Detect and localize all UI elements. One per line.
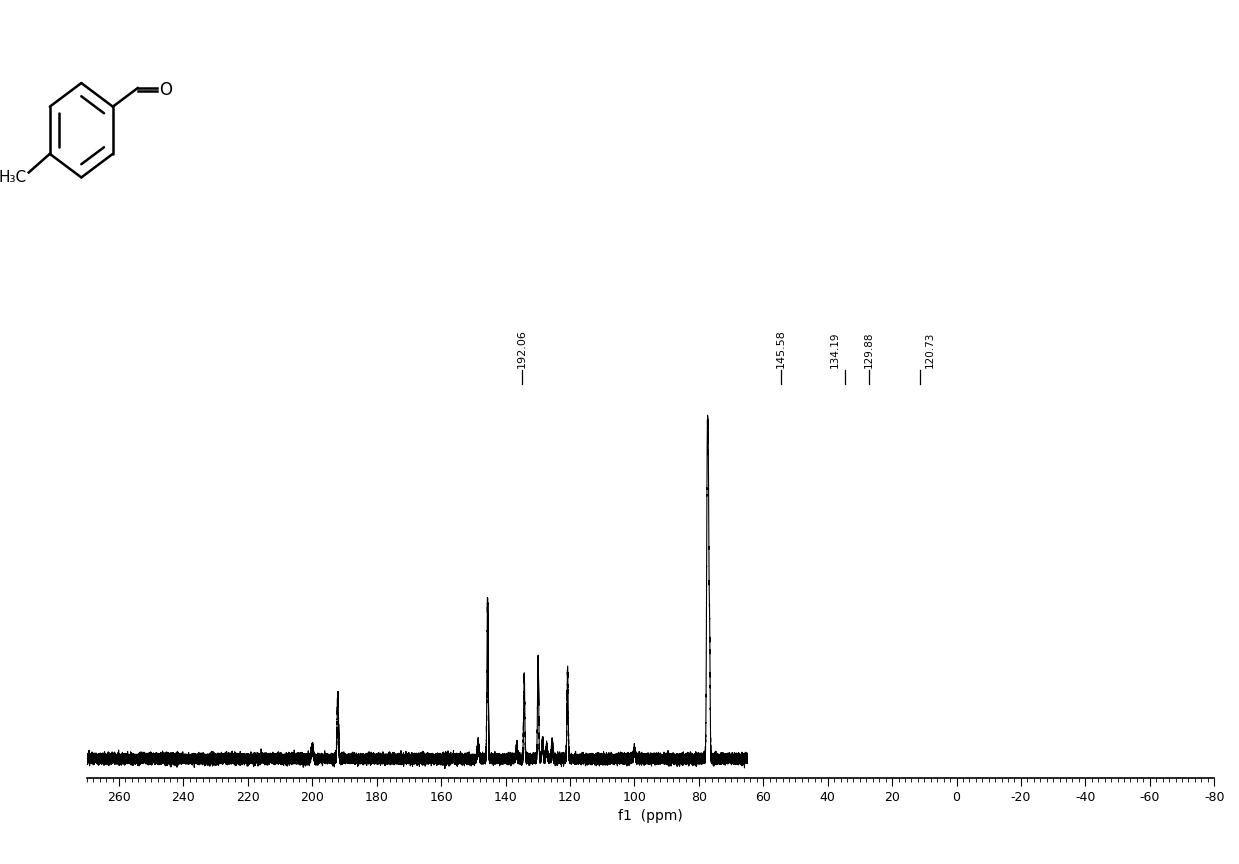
- Text: 120.73: 120.73: [924, 332, 934, 368]
- Text: 192.06: 192.06: [517, 329, 527, 368]
- Text: O: O: [159, 80, 172, 98]
- Text: 134.19: 134.19: [830, 332, 840, 368]
- X-axis label: f1  (ppm): f1 (ppm): [618, 810, 683, 823]
- Text: 145.58: 145.58: [776, 329, 787, 368]
- Text: H₃C: H₃C: [0, 170, 27, 185]
- Text: 129.88: 129.88: [864, 332, 873, 368]
